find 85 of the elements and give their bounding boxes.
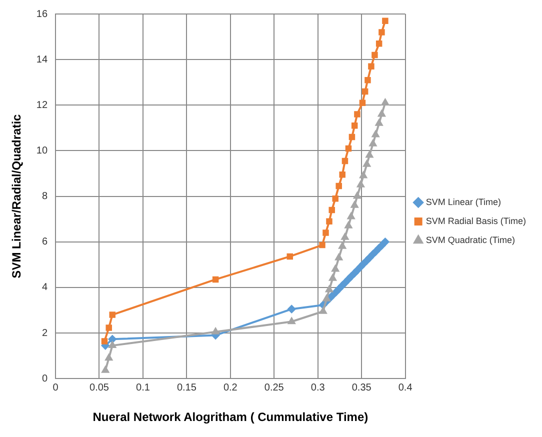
point xyxy=(344,222,352,228)
legend-label: SVM Quadratic (Time) xyxy=(426,234,515,245)
point xyxy=(109,312,116,318)
x-axis-title: Nueral Network Alogritham ( Cummulative Time) xyxy=(92,410,368,424)
point xyxy=(323,294,330,302)
point xyxy=(354,111,360,118)
point xyxy=(362,88,368,95)
y-tick-label: 2 xyxy=(42,328,48,339)
point xyxy=(332,265,339,272)
x-tick-label: 0.3 xyxy=(310,382,326,394)
point xyxy=(360,172,367,178)
point xyxy=(342,158,348,164)
point xyxy=(102,366,109,373)
point xyxy=(382,98,389,106)
x-tick-label: 0.2 xyxy=(223,382,238,394)
point xyxy=(378,29,385,36)
y-tick-label: 14 xyxy=(36,54,48,66)
point xyxy=(334,285,343,294)
point xyxy=(368,63,374,70)
point xyxy=(212,276,219,283)
point xyxy=(329,274,336,281)
point xyxy=(363,160,370,167)
point xyxy=(106,324,112,331)
x-tick-label: 0.05 xyxy=(90,382,110,394)
point xyxy=(351,122,358,129)
point xyxy=(339,172,346,178)
point xyxy=(347,272,356,281)
point xyxy=(357,180,364,188)
point xyxy=(108,342,116,348)
point xyxy=(286,253,294,260)
point xyxy=(338,242,346,249)
point xyxy=(369,140,377,146)
point xyxy=(340,278,349,287)
point xyxy=(366,151,374,158)
point xyxy=(320,307,327,314)
y-axis-title: SVM Linear/Radial/Quadratic xyxy=(10,114,24,278)
y-tick-label: 4 xyxy=(42,282,48,294)
point xyxy=(381,238,390,246)
point xyxy=(341,233,349,240)
point xyxy=(108,335,116,344)
point xyxy=(105,354,112,361)
point xyxy=(350,201,358,208)
point xyxy=(348,134,356,140)
x-tick-label: 0.15 xyxy=(176,382,197,394)
point xyxy=(335,254,342,260)
point xyxy=(372,248,380,256)
y-tick-label: 6 xyxy=(42,236,48,248)
y-tick-label: 0 xyxy=(42,373,48,384)
point xyxy=(365,254,374,262)
point xyxy=(353,266,362,274)
point xyxy=(326,286,333,292)
legend-label: SVM Radial Basis (Time) xyxy=(426,216,526,226)
y-tick-label: 8 xyxy=(42,191,48,202)
point xyxy=(332,195,338,202)
x-tick-label: 0.1 xyxy=(136,382,150,394)
point xyxy=(336,182,342,190)
point xyxy=(372,52,378,58)
x-tick-label: 0 xyxy=(52,382,59,394)
point xyxy=(288,318,296,324)
point xyxy=(375,119,383,126)
point xyxy=(212,328,220,334)
y-tick-label: 12 xyxy=(36,100,48,111)
legend-label: SVM Linear (Time) xyxy=(426,196,501,207)
point xyxy=(345,145,352,152)
point xyxy=(359,260,368,268)
point xyxy=(354,192,361,199)
point xyxy=(322,230,329,236)
point xyxy=(328,206,335,214)
x-tick-label: 0.35 xyxy=(352,382,372,394)
point xyxy=(359,100,366,106)
point xyxy=(378,110,386,117)
point xyxy=(348,212,355,220)
point xyxy=(319,242,326,248)
x-tick-label: 0.4 xyxy=(398,382,413,394)
point xyxy=(382,18,388,24)
point xyxy=(288,305,296,314)
point xyxy=(376,40,382,47)
point xyxy=(364,76,371,84)
y-tick-label: 16 xyxy=(36,8,48,20)
point xyxy=(326,218,332,224)
x-tick-label: 0.25 xyxy=(264,382,284,394)
y-tick-label: 10 xyxy=(36,145,48,156)
point xyxy=(378,242,386,250)
point xyxy=(372,130,380,138)
point xyxy=(101,338,108,344)
